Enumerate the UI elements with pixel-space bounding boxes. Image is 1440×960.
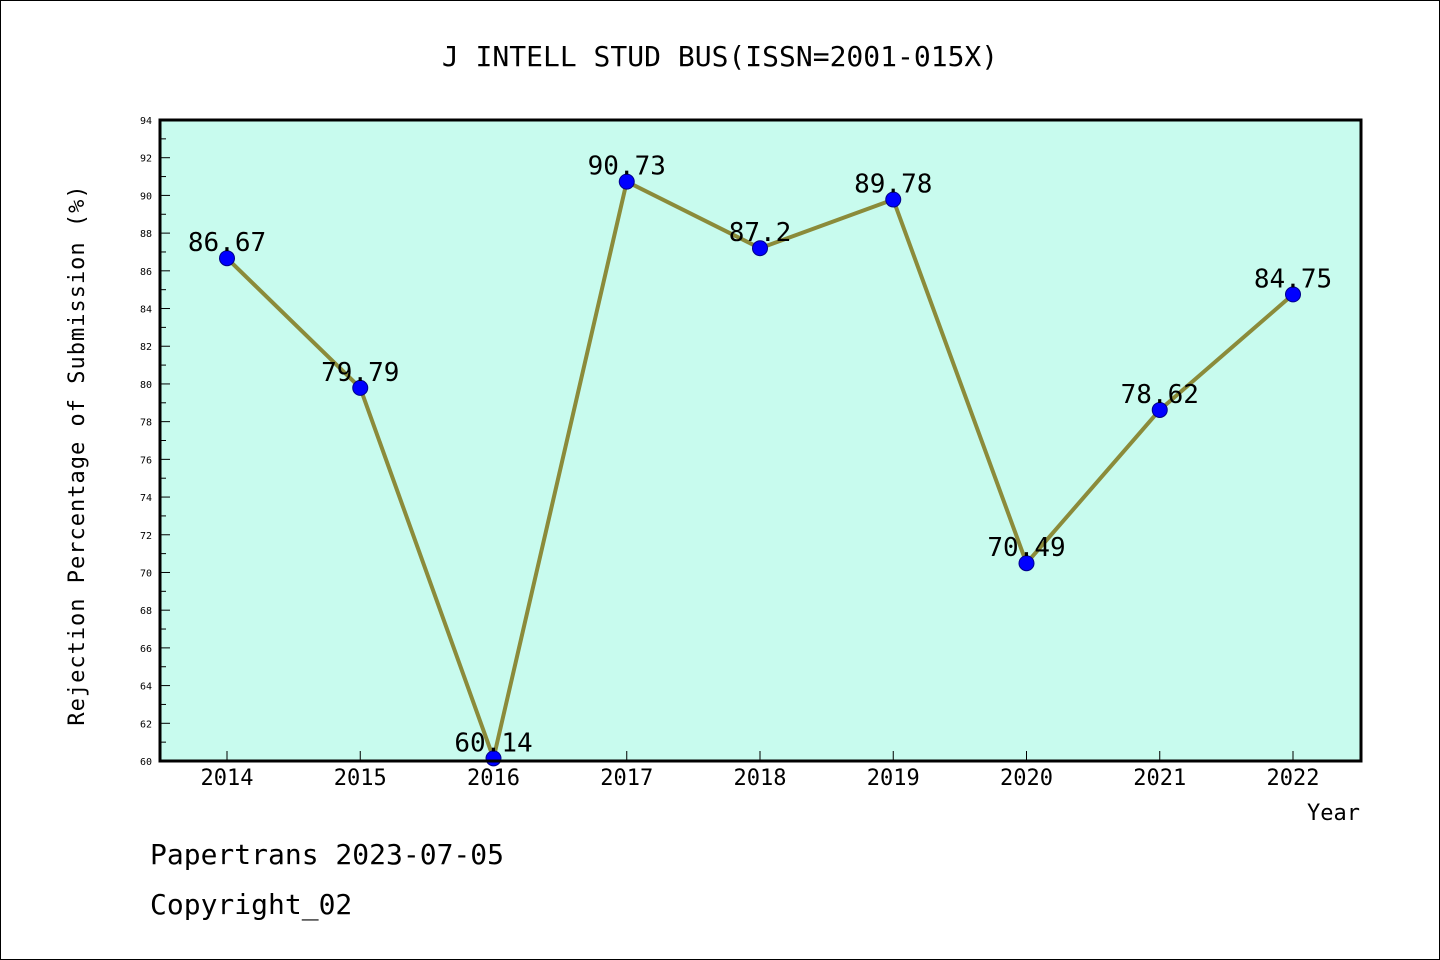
data-point — [219, 250, 235, 267]
data-label: 78.62 — [1121, 380, 1199, 410]
y-tick-label: 64 — [140, 682, 152, 693]
y-tick-label: 74 — [140, 493, 152, 504]
y-tick-label: 92 — [140, 154, 152, 165]
y-tick-label: 78 — [140, 418, 152, 429]
data-label: 89.78 — [854, 170, 932, 200]
x-axis-ticks: 2014 2015 2016 2017 2018 2019 2020 2021 2022 — [201, 751, 1320, 791]
data-label: 84.75 — [1254, 264, 1332, 294]
data-labels: 86.67 79.79 60.14 90.73 87.2 89.78 70.49 78.62 8… — [188, 152, 1332, 759]
x-tick-label: 2019 — [867, 766, 920, 791]
data-label: 90.73 — [588, 152, 666, 182]
chart-title: J INTELL STUD BUS(ISSN=2001-015X) — [442, 40, 998, 73]
y-tick-label: 76 — [140, 455, 152, 466]
y-tick-label: 62 — [140, 719, 152, 730]
data-point — [1151, 401, 1168, 418]
y-tick-label: 90 — [140, 191, 152, 202]
y-tick-label: 72 — [140, 531, 152, 542]
data-label: 79.79 — [321, 358, 399, 388]
footer-date: Papertrans 2023-07-05 — [150, 838, 504, 871]
data-point — [1285, 286, 1301, 303]
x-tick-label: 2021 — [1133, 766, 1186, 791]
x-tick-label: 2020 — [1000, 766, 1053, 791]
y-tick-label: 80 — [140, 380, 152, 391]
y-tick-label: 68 — [140, 606, 152, 617]
y-tick-label: 70 — [140, 568, 152, 579]
y-tick-label: 84 — [140, 305, 152, 316]
x-tick-label: 2017 — [600, 766, 653, 791]
x-tick-label: 2014 — [201, 766, 254, 791]
y-tick-label: 88 — [140, 229, 152, 240]
data-point — [352, 379, 369, 396]
x-tick-label: 2015 — [334, 766, 387, 791]
x-tick-label: 2018 — [734, 766, 787, 791]
x-tick-label: 2022 — [1267, 766, 1320, 791]
data-point — [885, 191, 902, 208]
data-point — [618, 173, 635, 190]
plot-area — [160, 120, 1361, 761]
y-axis-label: Rejection Percentage of Submission (%) — [65, 184, 90, 725]
plot-border — [158, 118, 1363, 763]
data-label: 86.67 — [188, 228, 266, 258]
data-label: 87.2 — [729, 218, 792, 248]
data-label: 60.14 — [454, 728, 532, 758]
x-axis-label: Year — [1307, 801, 1360, 826]
data-point — [1018, 555, 1035, 572]
y-tick-label: 86 — [140, 267, 152, 278]
y-tick-label: 66 — [140, 644, 152, 655]
y-tick-label: 82 — [140, 342, 152, 353]
data-point — [752, 240, 768, 257]
data-label: 70.49 — [987, 533, 1065, 563]
y-tick-label: 60 — [140, 757, 152, 768]
x-tick-label: 2016 — [467, 766, 520, 791]
y-tick-label: 94 — [140, 116, 152, 127]
footer-copyright: Copyright_02 — [150, 888, 352, 922]
series-markers — [219, 173, 1301, 767]
